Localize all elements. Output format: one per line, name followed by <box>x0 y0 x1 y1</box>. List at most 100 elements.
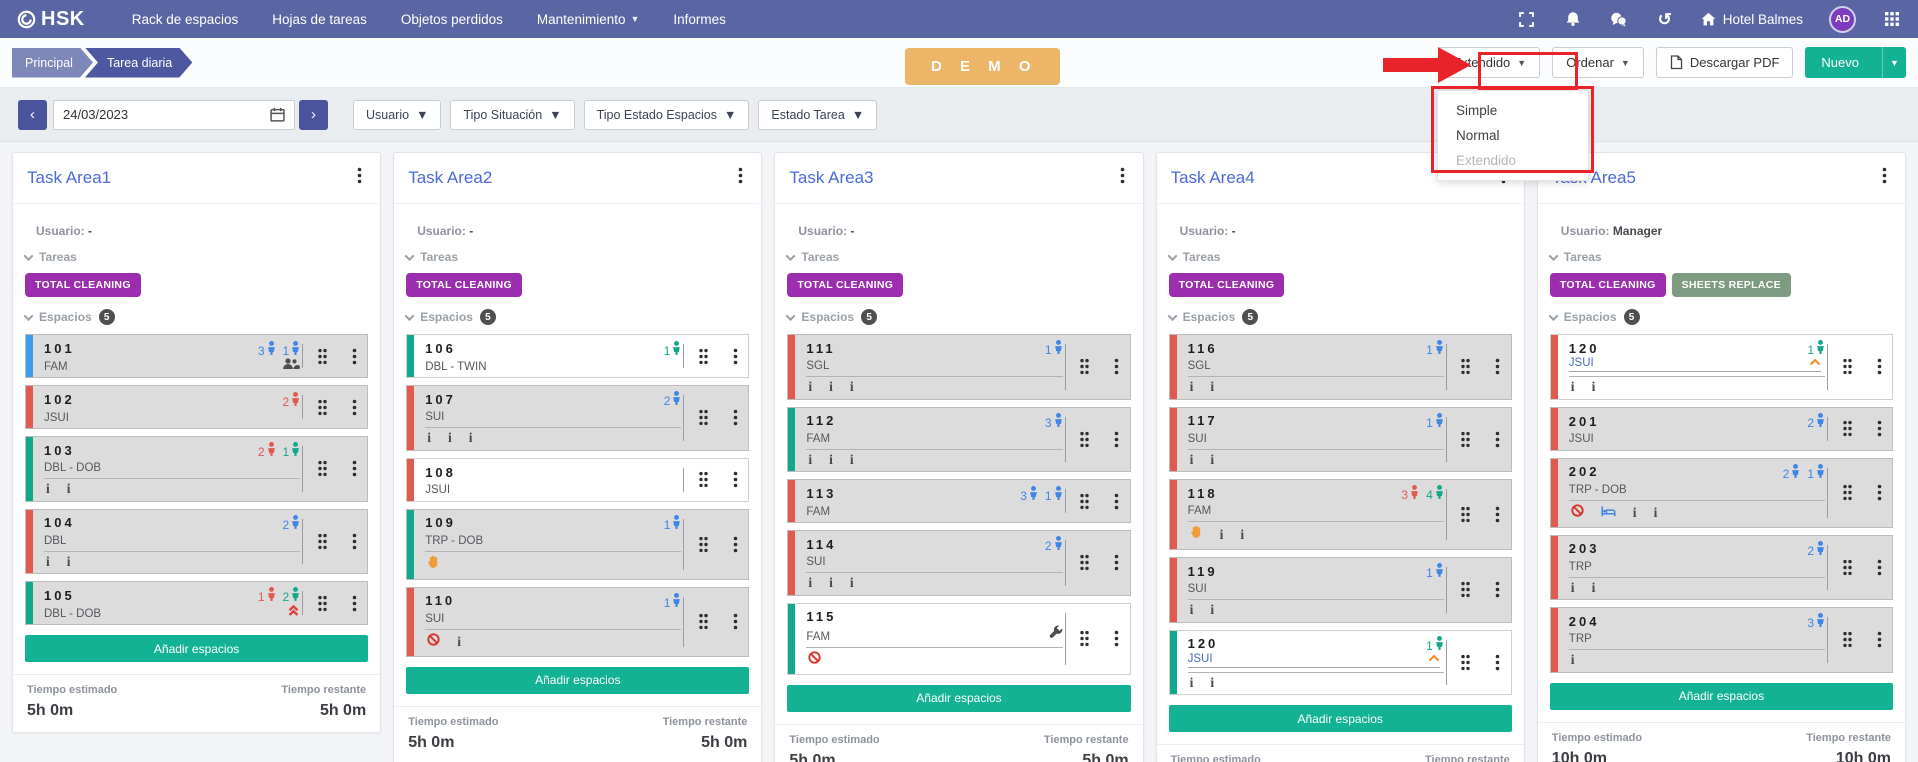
info-icon[interactable]: i <box>829 379 833 394</box>
info-icon[interactable]: i <box>1240 526 1245 542</box>
info-icon[interactable]: i <box>849 575 854 590</box>
room-row[interactable]: 117 1 SUI i i <box>1168 406 1512 472</box>
drag-handle-icon[interactable] <box>1066 335 1104 399</box>
drag-handle-icon[interactable] <box>1828 608 1866 672</box>
room-row[interactable]: 103 2 1 DBL - DOB i i <box>25 436 369 502</box>
drag-handle-icon[interactable] <box>303 335 341 377</box>
tareas-section-header[interactable]: Tareas <box>1167 250 1512 264</box>
room-menu-icon[interactable] <box>341 335 367 377</box>
info-icon[interactable]: i <box>1632 504 1637 520</box>
info-icon[interactable]: i <box>1570 379 1575 394</box>
drag-handle-icon[interactable] <box>1066 408 1104 472</box>
info-icon[interactable]: i <box>808 575 813 590</box>
room-row[interactable]: 111 1 SGL i i i <box>787 334 1131 400</box>
info-icon[interactable]: i <box>1570 579 1575 595</box>
notifications-bell-icon[interactable] <box>1563 9 1583 29</box>
info-icon[interactable]: i <box>66 553 71 569</box>
info-icon[interactable]: i <box>849 379 854 394</box>
info-icon[interactable]: i <box>1210 674 1215 690</box>
nav-item-objetos-perdidos[interactable]: Objetos perdidos <box>384 0 520 38</box>
tareas-section-header[interactable]: Tareas <box>23 250 368 264</box>
room-row[interactable]: 204 3 TRP i <box>1549 607 1893 673</box>
tareas-section-header[interactable]: Tareas <box>1548 250 1893 264</box>
history-icon[interactable]: ↺ <box>1657 9 1672 29</box>
sort-button[interactable]: Ordenar ▼ <box>1552 47 1644 78</box>
add-spaces-button[interactable]: Añadir espacios <box>1549 682 1893 710</box>
download-pdf-button[interactable]: Descargar PDF <box>1655 47 1794 78</box>
espacios-section-header[interactable]: Espacios 5 <box>1548 309 1893 325</box>
info-icon[interactable]: i <box>1219 526 1224 542</box>
drag-handle-icon[interactable] <box>1828 536 1866 600</box>
calendar-icon[interactable] <box>270 107 285 122</box>
nav-item-rack-de-espacios[interactable]: Rack de espacios <box>115 0 256 38</box>
room-row[interactable]: 105 1 2 DBL - DOB <box>25 581 369 625</box>
drag-handle-icon[interactable] <box>1828 459 1866 527</box>
room-row[interactable]: 101 3 1 FAM <box>25 334 369 378</box>
drag-handle-icon[interactable] <box>1828 335 1866 399</box>
room-row[interactable]: 107 2 SUI i i i <box>406 385 750 451</box>
info-icon[interactable]: i <box>1653 504 1658 520</box>
info-icon[interactable]: i <box>808 451 813 467</box>
filter-tipo-estado-espacios[interactable]: Tipo Estado Espacios ▼ <box>583 99 750 130</box>
drag-handle-icon[interactable] <box>684 588 722 656</box>
room-menu-icon[interactable] <box>722 459 748 501</box>
room-menu-icon[interactable] <box>341 510 367 574</box>
room-menu-icon[interactable] <box>341 437 367 501</box>
room-row[interactable]: 201 2 JSUI <box>1549 406 1893 451</box>
info-icon[interactable]: i <box>447 430 452 445</box>
view-menu-item-normal[interactable]: Normal <box>1456 128 1500 143</box>
room-row[interactable]: 115 FAM <box>787 602 1131 675</box>
filter-tipo-situación[interactable]: Tipo Situación ▼ <box>450 99 575 130</box>
room-menu-icon[interactable] <box>341 582 367 624</box>
drag-handle-icon[interactable] <box>1447 631 1485 695</box>
drag-handle-icon[interactable] <box>684 335 722 377</box>
room-menu-icon[interactable] <box>722 510 748 579</box>
room-menu-icon[interactable] <box>1104 604 1130 674</box>
add-spaces-button[interactable]: Añadir espacios <box>1168 705 1512 732</box>
drag-handle-icon[interactable] <box>303 510 341 574</box>
info-icon[interactable]: i <box>1189 602 1194 617</box>
info-icon[interactable]: i <box>46 481 50 496</box>
info-icon[interactable]: i <box>1189 451 1194 467</box>
room-row[interactable]: 202 2 1 TRP - DOB i i <box>1549 457 1893 528</box>
espacios-section-header[interactable]: Espacios 5 <box>1167 309 1512 325</box>
drag-handle-icon[interactable] <box>1828 408 1866 450</box>
room-menu-icon[interactable] <box>722 386 748 450</box>
date-input[interactable]: 24/03/2023 <box>53 99 295 130</box>
view-menu-item-extendido[interactable]: Extendido <box>1456 153 1517 168</box>
info-icon[interactable]: i <box>468 430 473 445</box>
info-icon[interactable]: i <box>457 633 461 649</box>
info-icon[interactable]: i <box>66 481 71 496</box>
drag-handle-icon[interactable] <box>684 510 722 579</box>
add-spaces-button[interactable]: Añadir espacios <box>406 666 750 694</box>
room-menu-icon[interactable] <box>1485 558 1511 622</box>
chat-icon[interactable] <box>1609 9 1629 29</box>
room-menu-icon[interactable] <box>1485 335 1511 399</box>
user-avatar[interactable]: AD <box>1829 5 1856 33</box>
breadcrumb-principal[interactable]: Principal <box>12 48 93 78</box>
info-icon[interactable]: i <box>829 575 833 590</box>
card-menu-icon[interactable] <box>734 165 747 191</box>
espacios-section-header[interactable]: Espacios 5 <box>785 309 1130 325</box>
drag-handle-icon[interactable] <box>1066 480 1104 522</box>
tareas-section-header[interactable]: Tareas <box>785 250 1130 264</box>
view-menu-item-simple[interactable]: Simple <box>1456 103 1498 118</box>
nav-item-mantenimiento[interactable]: Mantenimiento ▼ <box>520 0 656 38</box>
room-row[interactable]: 113 3 1 FAM <box>787 479 1131 523</box>
room-row[interactable]: 120 1 JSUI i i <box>1168 629 1512 695</box>
drag-handle-icon[interactable] <box>303 582 341 624</box>
room-menu-icon[interactable] <box>1485 631 1511 695</box>
room-row[interactable]: 116 1 SGL i i <box>1168 334 1512 400</box>
info-icon[interactable]: i <box>1210 379 1215 394</box>
room-row[interactable]: 203 2 TRP i i <box>1549 534 1893 600</box>
info-icon[interactable]: i <box>46 553 50 569</box>
room-row[interactable]: 106 1 DBL - TWIN <box>406 334 750 378</box>
room-menu-icon[interactable] <box>1485 480 1511 549</box>
fullscreen-icon[interactable] <box>1517 9 1537 29</box>
room-row[interactable]: 108 JSUI <box>406 457 750 502</box>
room-menu-icon[interactable] <box>1866 459 1892 527</box>
espacios-section-header[interactable]: Espacios 5 <box>23 309 368 325</box>
nav-item-hojas-de-tareas[interactable]: Hojas de tareas <box>255 0 384 38</box>
drag-handle-icon[interactable] <box>303 437 341 501</box>
room-menu-icon[interactable] <box>1104 531 1130 595</box>
